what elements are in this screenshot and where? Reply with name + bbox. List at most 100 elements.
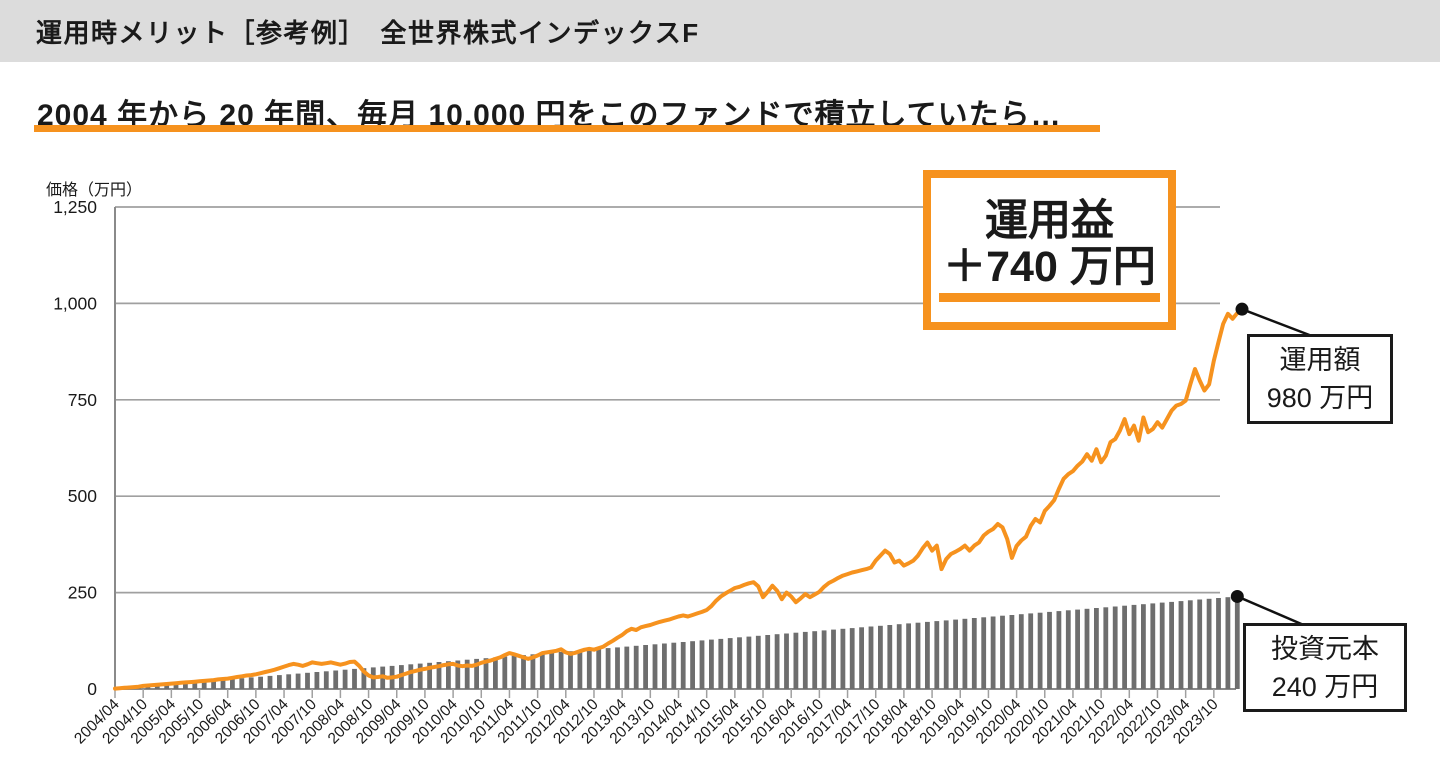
principal-bar: [962, 618, 968, 689]
principal-bar: [474, 658, 479, 689]
principal-bar: [248, 677, 254, 689]
value-callout-box: 運用額 980 万円: [1247, 334, 1393, 424]
principal-bar: [408, 664, 414, 689]
principal-bar: [690, 641, 695, 689]
principal-bar: [1122, 605, 1127, 689]
principal-bar: [361, 668, 367, 689]
principal-bar: [173, 683, 179, 689]
principal-bar: [211, 680, 216, 689]
principal-bar: [1047, 611, 1052, 689]
header-bar: 運用時メリット［参考例］ 全世界株式インデックスF: [0, 0, 1440, 62]
principal-bar: [1216, 598, 1221, 689]
principal-bar: [925, 621, 930, 689]
principal-bar: [558, 652, 564, 689]
principal-bar: [1225, 597, 1231, 689]
page-title: 運用時メリット［参考例］ 全世界株式インデックスF: [36, 17, 700, 48]
principal-bar: [906, 623, 911, 689]
principal-bar: [230, 679, 235, 689]
principal-bar: [586, 649, 592, 689]
principal-bar: [709, 639, 714, 689]
principal-bar: [699, 640, 705, 689]
principal-bar: [164, 684, 170, 689]
principal-bar: [1065, 610, 1071, 689]
principal-bar: [239, 678, 245, 689]
principal-bar: [1131, 604, 1137, 689]
principal-callout-name: 投資元本: [1271, 633, 1379, 664]
principal-bar: [1037, 612, 1043, 689]
principal-bars: [117, 596, 1240, 689]
principal-bar: [1056, 611, 1062, 689]
principal-bar: [1169, 601, 1174, 689]
principal-bar: [1234, 596, 1240, 689]
principal-bar: [896, 624, 902, 689]
principal-bar: [746, 636, 752, 689]
value-line: [113, 307, 1244, 691]
principal-bar: [802, 631, 808, 689]
y-tick-label: 1,000: [53, 293, 97, 313]
principal-bar: [511, 655, 517, 689]
principal-bar: [277, 675, 282, 689]
principal-bar: [971, 618, 977, 689]
principal-bar: [1103, 607, 1109, 689]
principal-bar: [201, 681, 207, 689]
principal-bar: [521, 655, 526, 689]
principal-bar: [295, 673, 301, 689]
principal-bar: [831, 629, 836, 689]
y-tick-label: 1,250: [53, 197, 97, 217]
principal-bar: [784, 633, 789, 689]
principal-bar: [1150, 603, 1156, 689]
principal-bar: [774, 634, 780, 689]
principal-bar: [1197, 599, 1203, 689]
principal-bar: [493, 657, 498, 689]
principal-bar: [192, 682, 198, 689]
value-callout-amount: 980 万円: [1266, 383, 1374, 413]
principal-bar: [605, 648, 611, 689]
principal-bar: [539, 653, 545, 689]
principal-bar: [727, 638, 733, 689]
y-tick-label: 500: [68, 486, 97, 506]
gain-annotation-box: 運用益 ＋740 万円: [923, 170, 1176, 330]
principal-bar: [1206, 598, 1212, 689]
principal-end-dot: [1230, 589, 1244, 603]
principal-bar: [981, 617, 987, 689]
principal-bar: [887, 625, 893, 689]
subtitle-underline: [34, 125, 1100, 132]
principal-bar: [549, 652, 555, 689]
principal-bar: [502, 656, 508, 689]
principal-bar: [633, 645, 639, 689]
y-axis-label: 価格（万円）: [46, 182, 143, 199]
principal-bar: [352, 668, 357, 689]
principal-bar: [934, 621, 940, 689]
principal-bar: [1084, 608, 1090, 689]
principal-bar: [1141, 604, 1146, 689]
principal-bar: [1178, 601, 1184, 689]
principal-bar: [1009, 615, 1015, 689]
principal-bar: [427, 662, 432, 689]
principal-bar: [662, 643, 667, 689]
gain-title: 運用益: [985, 197, 1114, 245]
principal-bar: [812, 631, 818, 689]
principal-bar: [1159, 602, 1165, 689]
principal-bar: [624, 646, 630, 689]
principal-bar: [446, 661, 451, 689]
principal-bar: [680, 642, 686, 689]
principal-bar: [1018, 614, 1024, 689]
principal-bar: [1075, 609, 1080, 689]
principal-bar: [154, 685, 160, 689]
principal-bar: [643, 645, 648, 689]
principal-bar: [868, 626, 874, 689]
principal-bar: [568, 651, 573, 689]
principal-bar: [1187, 600, 1193, 689]
principal-bar: [305, 672, 310, 689]
principal-bar: [915, 622, 921, 689]
principal-bar: [1094, 608, 1099, 689]
y-tick-label: 250: [68, 583, 97, 603]
principal-bar: [943, 620, 949, 689]
value-callout-connector: [1241, 308, 1313, 338]
principal-bar: [615, 647, 620, 689]
principal-bar: [258, 676, 263, 689]
principal-bar: [577, 650, 583, 689]
principal-bar: [849, 628, 855, 689]
principal-bar: [755, 635, 761, 689]
